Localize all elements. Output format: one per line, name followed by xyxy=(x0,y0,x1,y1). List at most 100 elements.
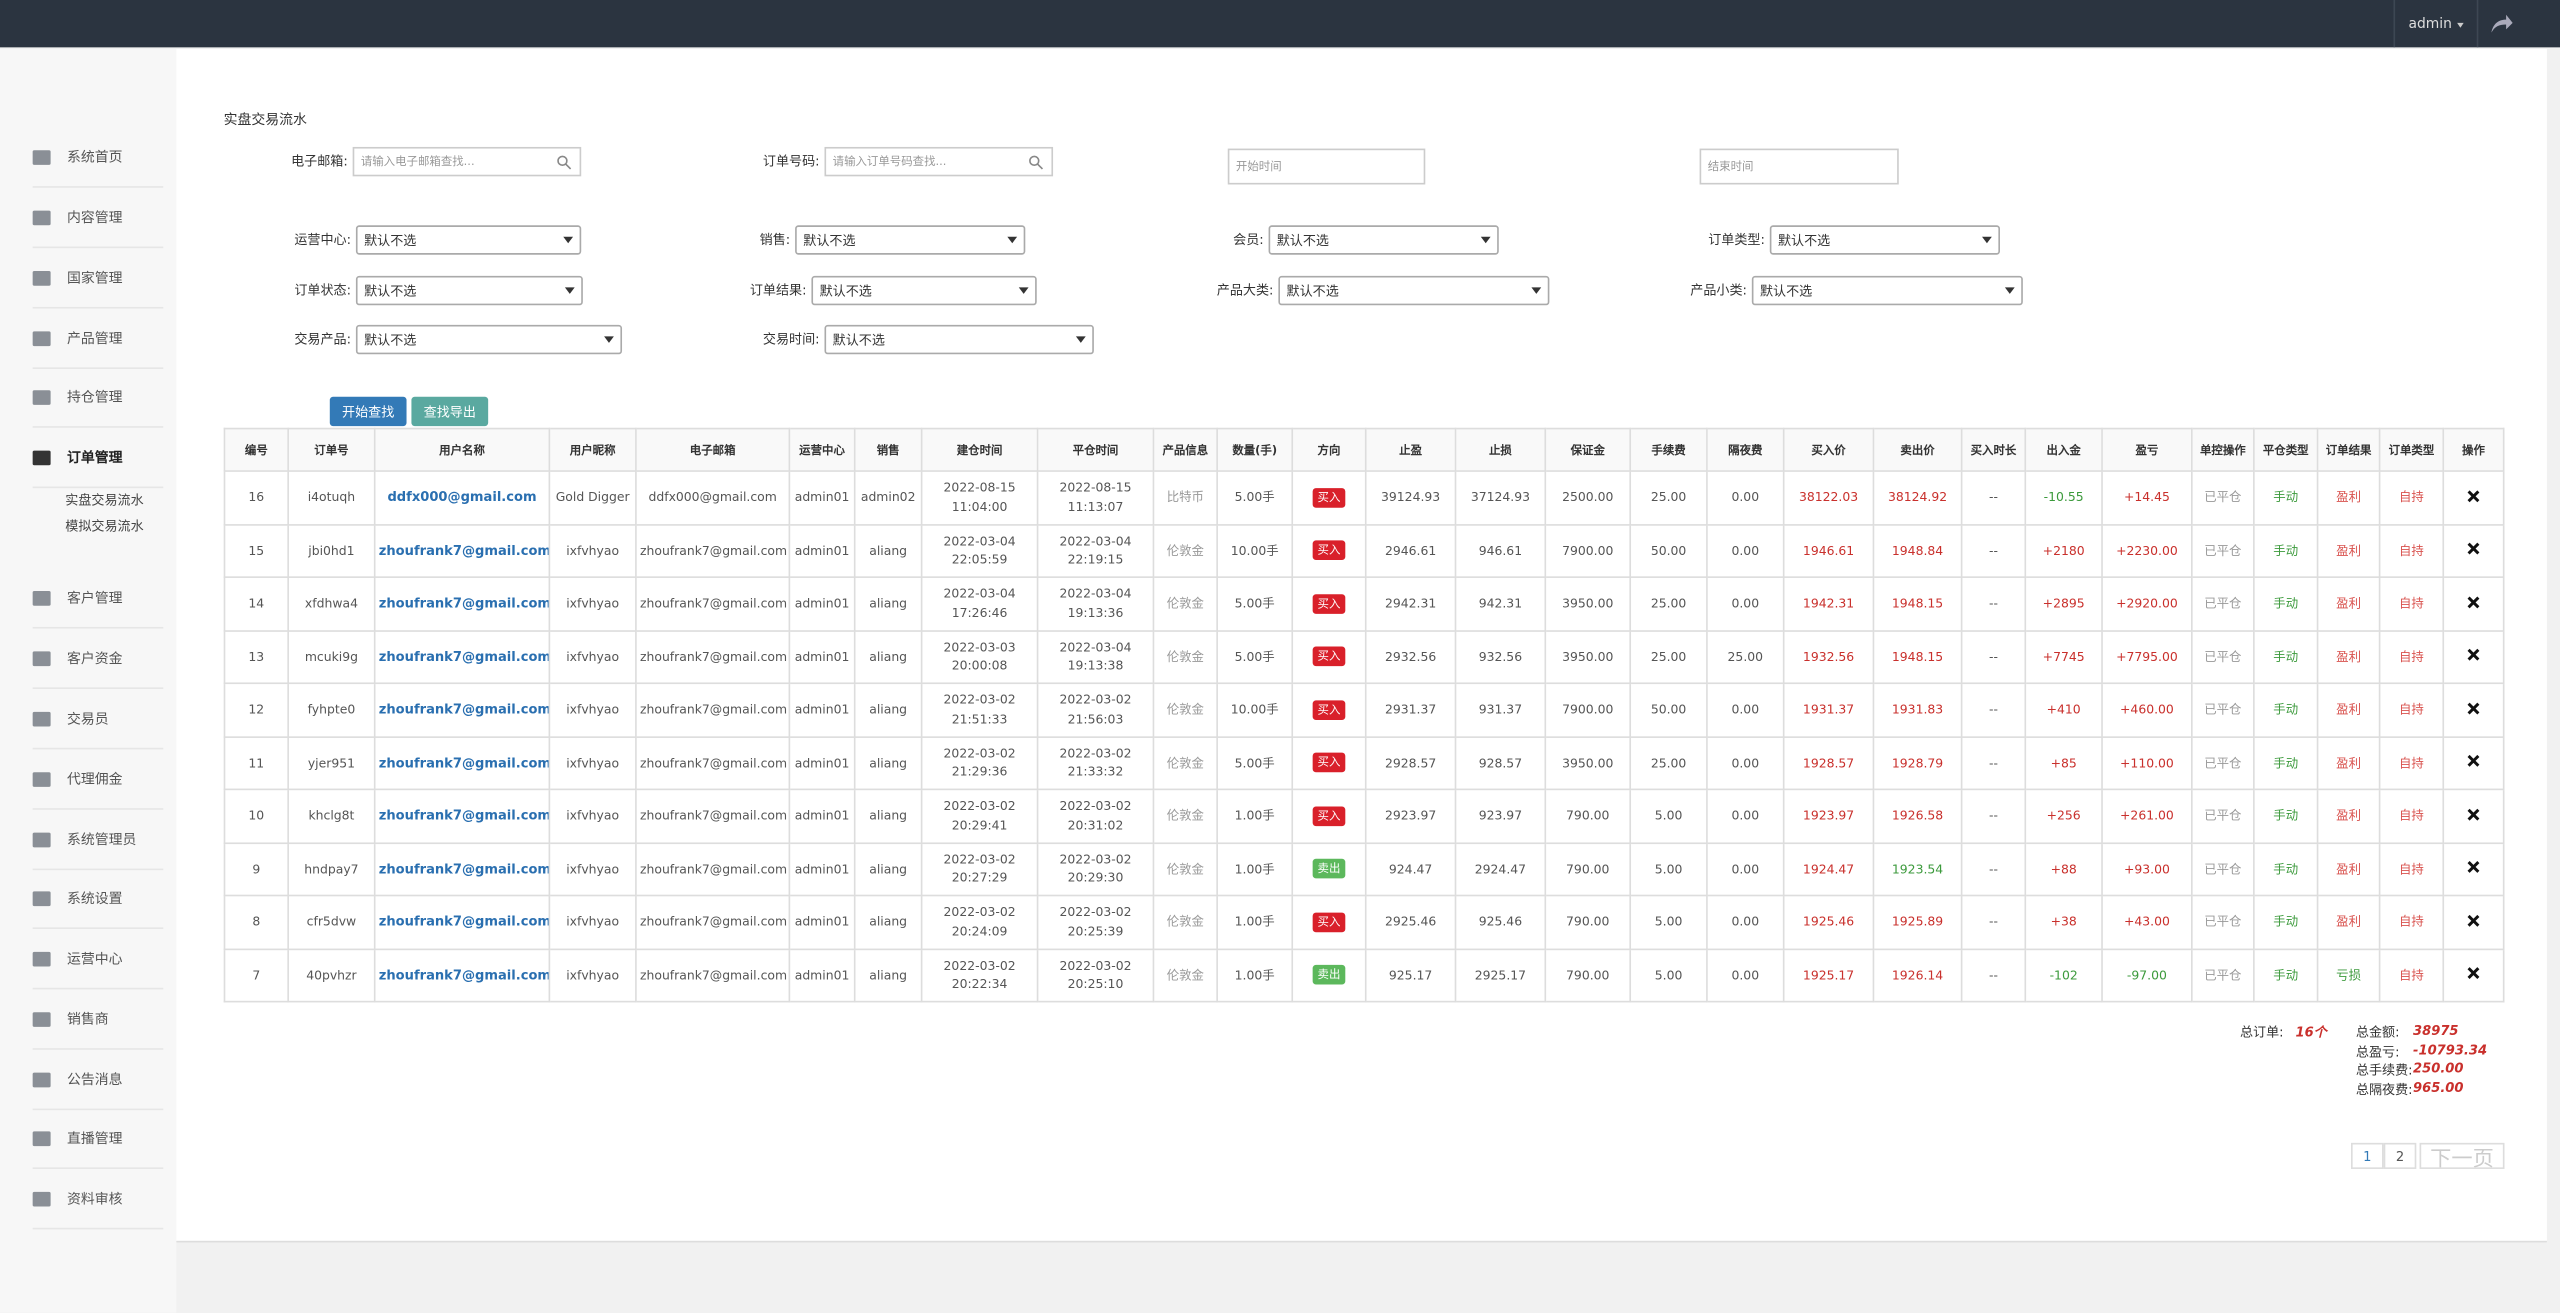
cell: 925.17 xyxy=(1364,947,1457,1003)
submenu-item[interactable]: 模拟交易流水 xyxy=(65,519,144,534)
select[interactable]: 默认不选 xyxy=(795,225,1026,255)
cell: 0.00 xyxy=(1706,523,1785,578)
cell: admin01 xyxy=(788,470,856,525)
page-link[interactable]: 2 xyxy=(2383,1142,2417,1169)
delete-icon[interactable] xyxy=(2467,861,2480,874)
page-link[interactable]: 1 xyxy=(2351,1142,2384,1169)
cell: 伦敦金 xyxy=(1152,523,1218,578)
cell: 自持 xyxy=(2378,523,2445,578)
menu-item[interactable]: 客户管理 xyxy=(32,568,164,629)
menu-item[interactable]: 订单管理 xyxy=(32,428,164,489)
delete-icon[interactable] xyxy=(2467,542,2480,555)
delete-icon[interactable] xyxy=(2467,489,2480,502)
menu-item[interactable]: 运营中心 xyxy=(32,929,164,990)
column-header: 用户名称 xyxy=(373,427,551,472)
cell: 2022-03-02 20:27:29 xyxy=(920,841,1039,897)
menu-item[interactable]: 系统管理员 xyxy=(32,810,164,871)
select[interactable]: 默认不选 xyxy=(811,275,1037,306)
cell: 0.00 xyxy=(1706,682,1785,738)
cell: 7 xyxy=(223,947,289,1003)
cell: 37124.93 xyxy=(1454,470,1547,525)
select[interactable]: 默认不选 xyxy=(1751,275,2023,306)
placeholder: 开始时间 xyxy=(1235,159,1282,174)
delete-icon[interactable] xyxy=(2467,649,2480,662)
cell: khclg8t xyxy=(287,788,376,844)
cell: 买入 xyxy=(1291,523,1367,578)
select[interactable]: 默认不选 xyxy=(1268,225,1499,255)
cell: 1948.84 xyxy=(1872,523,1963,578)
cell: 已平仓 xyxy=(2191,523,2255,578)
menu-item[interactable]: 资料审核 xyxy=(32,1169,164,1230)
cell: 亏损 xyxy=(2316,947,2381,1003)
cell: +2180 xyxy=(2024,523,2103,578)
summary-value: 38975 xyxy=(2413,1023,2459,1039)
cell: 2022-03-04 22:19:15 xyxy=(1036,523,1155,578)
table-row: 9 hndpay7 zhoufrank7@gmail.com ixfvhyao zhou… xyxy=(223,841,2505,897)
sidebar xyxy=(0,48,177,1313)
action-cell xyxy=(2442,470,2505,525)
menu-icon xyxy=(32,951,51,966)
table-row: 8 cfr5dvw zhoufrank7@gmail.com ixfvhyao zhou… xyxy=(223,894,2505,950)
menu-item[interactable]: 代理佣金 xyxy=(32,749,164,810)
button[interactable]: 查找导出 xyxy=(411,396,489,427)
cell: ddfx000@gmail.com xyxy=(635,470,791,525)
cell: 0.00 xyxy=(1706,576,1785,632)
select[interactable]: 默认不选 xyxy=(1278,275,1550,306)
cell: Gold Digger xyxy=(548,470,637,525)
cell: 盈利 xyxy=(2316,788,2381,844)
button[interactable]: 开始查找 xyxy=(329,396,407,427)
cell: 2022-03-02 20:24:09 xyxy=(920,894,1039,950)
select[interactable]: 默认不选 xyxy=(355,324,623,355)
cell: 手动 xyxy=(2253,894,2319,950)
text-input[interactable]: 请输入电子邮箱查找... xyxy=(352,146,582,177)
delete-icon[interactable] xyxy=(2467,914,2480,927)
select[interactable]: 默认不选 xyxy=(1769,225,2000,255)
cell: aliang xyxy=(853,629,923,685)
menu-item[interactable]: 交易员 xyxy=(32,689,164,750)
menu-item[interactable]: 销售商 xyxy=(32,989,164,1050)
delete-icon[interactable] xyxy=(2467,596,2480,609)
cell: 手动 xyxy=(2253,523,2319,578)
user-menu[interactable]: admin xyxy=(2393,0,2479,48)
menu-item[interactable]: 公告消息 xyxy=(32,1050,164,1111)
menu-label: 系统设置 xyxy=(66,891,123,908)
delete-icon[interactable] xyxy=(2467,702,2480,715)
delete-icon[interactable] xyxy=(2467,755,2480,768)
menu-item[interactable]: 持仓管理 xyxy=(32,367,164,428)
delete-icon[interactable] xyxy=(2467,808,2480,821)
logout-icon[interactable] xyxy=(2488,13,2514,34)
cell: 1946.61 xyxy=(1782,523,1875,578)
cell: +38 xyxy=(2024,894,2103,950)
select[interactable]: 默认不选 xyxy=(355,225,582,255)
cell: -97.00 xyxy=(2101,947,2193,1003)
menu-item[interactable]: 直播管理 xyxy=(32,1109,164,1169)
column-header: 电子邮箱 xyxy=(635,427,791,472)
select-value: 默认不选 xyxy=(1759,283,1813,298)
cell: aliang xyxy=(853,576,923,632)
cell: 已平仓 xyxy=(2191,576,2255,632)
cell: admin01 xyxy=(788,841,856,897)
page-link[interactable]: 下一页 xyxy=(2419,1142,2505,1171)
menu-item[interactable]: 客户资金 xyxy=(32,629,164,689)
cell: 5.00 xyxy=(1629,788,1708,844)
filter-label: 订单类型: xyxy=(1708,232,1765,248)
text-input[interactable]: 开始时间 xyxy=(1227,148,1426,185)
cell: 932.56 xyxy=(1454,629,1547,685)
submenu-item[interactable]: 实盘交易流水 xyxy=(65,493,144,508)
cell: 0.00 xyxy=(1706,788,1785,844)
menu-item[interactable]: 内容管理 xyxy=(32,188,164,249)
summary-label: 总订单: xyxy=(2239,1025,2284,1040)
select[interactable]: 默认不选 xyxy=(824,324,1094,355)
select[interactable]: 默认不选 xyxy=(355,275,583,306)
cell: 2022-03-02 20:29:30 xyxy=(1036,841,1155,897)
top-bar: admin xyxy=(0,0,2560,48)
cell: 手动 xyxy=(2253,788,2319,844)
menu-item[interactable]: 国家管理 xyxy=(32,248,164,309)
text-input[interactable]: 结束时间 xyxy=(1699,148,1899,185)
delete-icon[interactable] xyxy=(2467,967,2480,980)
menu-item[interactable]: 产品管理 xyxy=(32,309,164,369)
menu-label: 资料审核 xyxy=(66,1191,123,1209)
text-input[interactable]: 请输入订单号码查找... xyxy=(824,146,1054,177)
menu-item[interactable]: 系统设置 xyxy=(32,869,164,929)
menu-item[interactable]: 系统首页 xyxy=(32,127,164,188)
